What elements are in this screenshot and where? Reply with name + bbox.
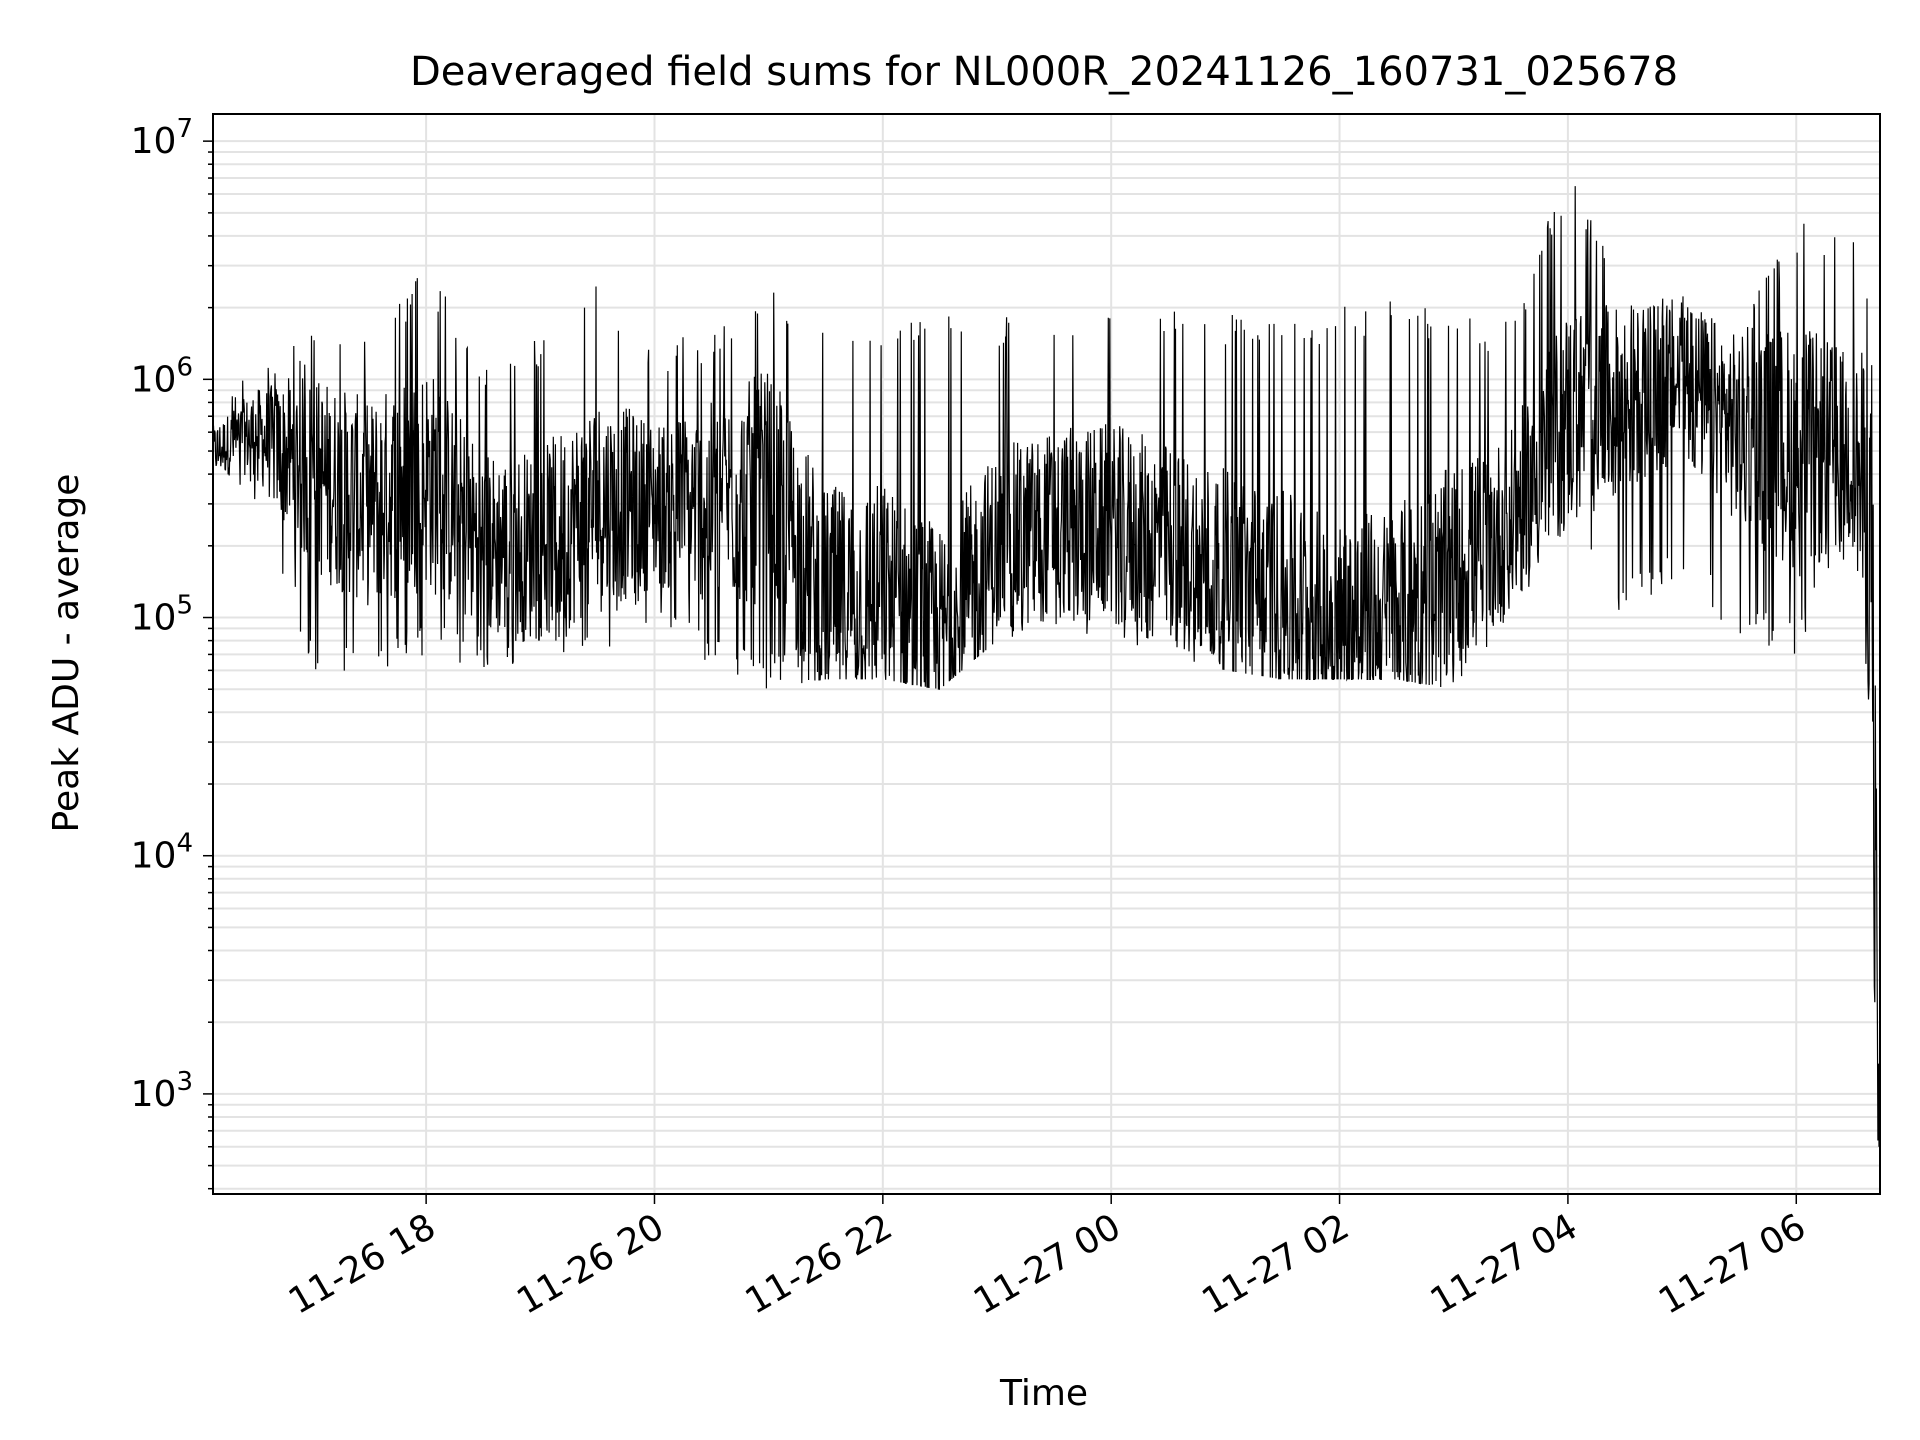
y-tick-label: 107 — [131, 114, 193, 162]
y-tick-label-base: 10 — [131, 598, 177, 639]
y-tick-label: 104 — [131, 829, 193, 877]
x-tick-label: 11-26 18 — [282, 1206, 443, 1322]
grid — [213, 114, 1880, 1194]
y-tick-label-base: 10 — [131, 836, 177, 877]
y-tick-label: 106 — [131, 352, 193, 400]
x-tick-label: 11-27 02 — [1195, 1206, 1356, 1322]
y-tick-label-base: 10 — [131, 359, 177, 400]
chart-title: Deaveraged field sums for NL000R_2024112… — [410, 49, 1678, 95]
x-tick-label: 11-27 00 — [967, 1206, 1128, 1322]
x-axis-label: Time — [999, 1373, 1088, 1414]
data-line-layer — [212, 186, 1881, 1147]
y-tick-label-exponent: 7 — [176, 114, 193, 144]
y-tick-label-exponent: 5 — [176, 591, 193, 621]
y-tick-label-exponent: 4 — [176, 829, 193, 859]
y-tick-label-base: 10 — [131, 1074, 177, 1115]
y-tick-label: 105 — [131, 591, 193, 639]
y-tick-label-base: 10 — [131, 121, 177, 162]
y-tick-label-exponent: 3 — [176, 1067, 193, 1097]
x-tick-label: 11-26 22 — [739, 1206, 900, 1322]
x-tick-label: 11-27 06 — [1652, 1206, 1813, 1322]
y-tick-label-exponent: 6 — [176, 352, 193, 382]
x-tick-label: 11-27 04 — [1424, 1206, 1585, 1322]
y-axis-label: Peak ADU - average — [46, 474, 87, 833]
y-tick-label: 103 — [131, 1067, 193, 1115]
series-line — [212, 186, 1881, 1147]
x-tick-label: 11-26 20 — [510, 1206, 671, 1322]
